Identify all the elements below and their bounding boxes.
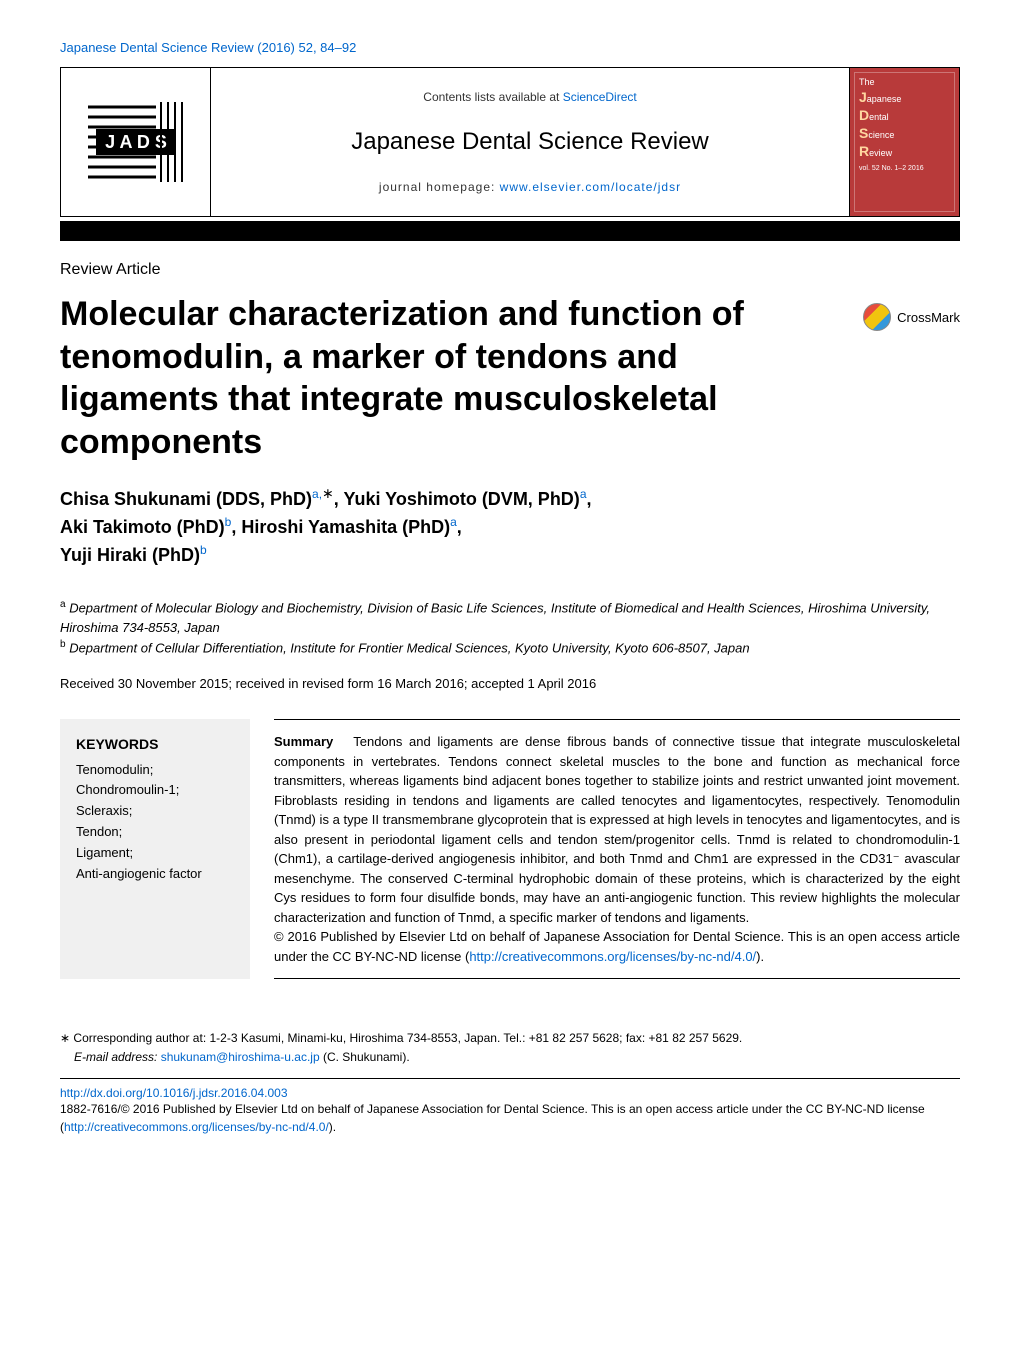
affiliation-b: b Department of Cellular Differentiation… [60, 637, 960, 658]
summary-copyright-close: ). [756, 949, 764, 964]
title-row: Molecular characterization and function … [60, 293, 960, 463]
journal-ref-vol: (2016) 52, 84–92 [257, 40, 356, 55]
keyword-item: Tenomodulin; [76, 760, 234, 781]
journal-homepage-link[interactable]: www.elsevier.com/locate/jdsr [500, 180, 681, 194]
doi-line: http://dx.doi.org/10.1016/j.jdsr.2016.04… [60, 1085, 960, 1100]
article-dates: Received 30 November 2015; received in r… [60, 676, 960, 691]
author-5: Yuji Hiraki (PhD) [60, 545, 200, 565]
keyword-item: Chondromoulin-1; [76, 780, 234, 801]
author-1: Chisa Shukunami (DDS, PhD) [60, 489, 312, 509]
corresponding-author-footnote: ∗ Corresponding author at: 1-2-3 Kasumi,… [60, 1029, 960, 1048]
header-black-strip [60, 221, 960, 241]
author-2-aff[interactable]: a [580, 487, 587, 501]
journal-page: Japanese Dental Science Review (2016) 52… [0, 0, 1020, 1176]
aff-a-sup: a [60, 599, 66, 610]
cc-license-link[interactable]: http://creativecommons.org/licenses/by-n… [469, 949, 756, 964]
summary-top-rule [274, 719, 960, 720]
journal-name: Japanese Dental Science Review [351, 128, 709, 156]
aff-a-text: Department of Molecular Biology and Bioc… [60, 600, 930, 635]
copyright-footer: 1882-7616/© 2016 Published by Elsevier L… [60, 1100, 960, 1136]
authors-block: Chisa Shukunami (DDS, PhD)a,∗, Yuki Yosh… [60, 483, 960, 569]
affiliation-a: a Department of Molecular Biology and Bi… [60, 597, 960, 637]
cover-line-dental: Dental [859, 107, 950, 123]
summary-box: Summary Tendons and ligaments are dense … [250, 719, 960, 979]
doi-link[interactable]: http://dx.doi.org/10.1016/j.jdsr.2016.04… [60, 1086, 288, 1100]
keyword-item: Scleraxis; [76, 801, 234, 822]
aff-b-text: Department of Cellular Differentiation, … [69, 641, 749, 656]
footer-close: ). [329, 1120, 336, 1134]
summary-text: Summary Tendons and ligaments are dense … [274, 732, 960, 966]
footnotes-block: ∗ Corresponding author at: 1-2-3 Kasumi,… [60, 1029, 960, 1067]
cover-inner: The Japanese Dental Science Review vol. … [854, 72, 955, 212]
cover-line-review: Review [859, 143, 950, 159]
crossmark-icon [863, 303, 891, 331]
crossmark-badge[interactable]: CrossMark [863, 303, 960, 331]
crossmark-label: CrossMark [897, 310, 960, 325]
affiliations-block: a Department of Molecular Biology and Bi… [60, 597, 960, 658]
jads-logo-icon: J A D S [76, 87, 196, 197]
aff-b-sup: b [60, 639, 66, 650]
summary-body: Tendons and ligaments are dense fibrous … [274, 734, 960, 925]
article-title: Molecular characterization and function … [60, 293, 800, 463]
email-paren: (C. Shukunami). [320, 1050, 410, 1064]
author-4: , Hiroshi Yamashita (PhD) [231, 517, 450, 537]
jads-logo-box: J A D S [61, 68, 211, 216]
cover-vol-line: vol. 52 No. 1–2 2016 [859, 165, 950, 172]
keywords-box: KEYWORDS Tenomodulin; Chondromoulin-1; S… [60, 719, 250, 979]
keyword-item: Tendon; [76, 822, 234, 843]
email-link[interactable]: shukunam@hiroshima-u.ac.jp [161, 1050, 320, 1064]
keywords-header: KEYWORDS [76, 733, 234, 755]
keyword-item: Ligament; [76, 843, 234, 864]
author-1-aff[interactable]: a, [312, 487, 322, 501]
header-center: Contents lists available at ScienceDirec… [211, 68, 849, 216]
author-5-aff[interactable]: b [200, 543, 207, 557]
svg-text:J A D S: J A D S [105, 132, 167, 152]
cover-line-science: Science [859, 125, 950, 141]
summary-lead: Summary [274, 734, 333, 749]
journal-ref-link[interactable]: Japanese Dental Science Review (2016) 52… [60, 40, 356, 55]
sciencedirect-link[interactable]: ScienceDirect [563, 90, 637, 104]
summary-bottom-rule [274, 978, 960, 979]
journal-reference: Japanese Dental Science Review (2016) 52… [60, 40, 960, 55]
contents-prefix: Contents lists available at [423, 90, 562, 104]
email-label: E-mail address: [74, 1050, 161, 1064]
corr-text: Corresponding author at: 1-2-3 Kasumi, M… [70, 1031, 742, 1045]
author-3: Aki Takimoto (PhD) [60, 517, 225, 537]
article-type-label: Review Article [60, 261, 960, 279]
cover-line-japanese: Japanese [859, 89, 950, 105]
email-footnote: E-mail address: shukunam@hiroshima-u.ac.… [60, 1048, 960, 1067]
cover-line-the: The [859, 77, 950, 87]
journal-homepage-line: journal homepage: www.elsevier.com/locat… [379, 180, 681, 194]
journal-header-bar: J A D S Contents lists available at Scie… [60, 67, 960, 217]
author-4-aff[interactable]: a [450, 515, 457, 529]
homepage-prefix: journal homepage: [379, 180, 500, 194]
journal-ref-name: Japanese Dental Science Review [60, 40, 254, 55]
author-1-corr[interactable]: ∗ [322, 485, 334, 501]
author-2: , Yuki Yoshimoto (DVM, PhD) [334, 489, 580, 509]
footer-cc-link[interactable]: http://creativecommons.org/licenses/by-n… [64, 1120, 329, 1134]
journal-cover-thumbnail: The Japanese Dental Science Review vol. … [849, 68, 959, 216]
footer-rule [60, 1078, 960, 1079]
corr-symbol: ∗ [60, 1031, 70, 1045]
keyword-item: Anti-angiogenic factor [76, 864, 234, 885]
abstract-block: KEYWORDS Tenomodulin; Chondromoulin-1; S… [60, 719, 960, 979]
contents-available-line: Contents lists available at ScienceDirec… [423, 90, 636, 104]
